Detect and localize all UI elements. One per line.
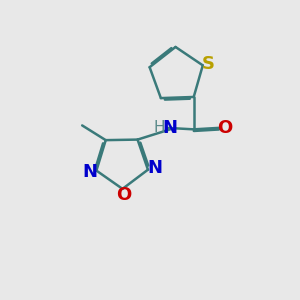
Text: N: N	[163, 119, 178, 137]
Text: S: S	[202, 55, 214, 73]
Text: H: H	[153, 120, 165, 135]
Text: N: N	[82, 163, 98, 181]
Text: N: N	[147, 159, 162, 177]
Text: O: O	[218, 119, 233, 137]
Text: O: O	[116, 186, 132, 204]
